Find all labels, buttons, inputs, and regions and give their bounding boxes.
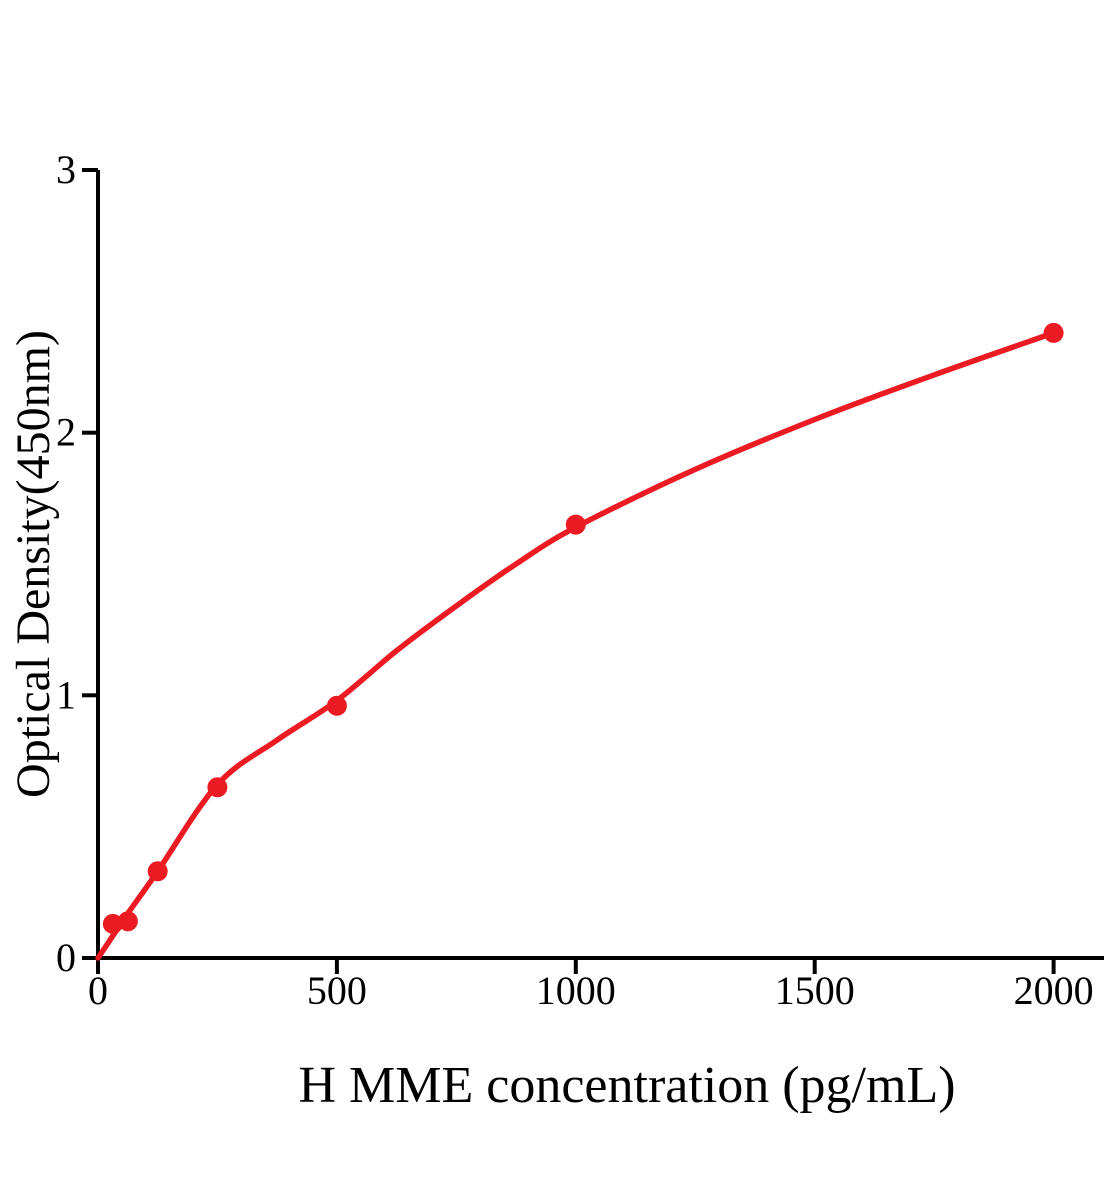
axis-lines (96, 170, 1104, 960)
x-tick-label: 0 (88, 968, 108, 1013)
data-point (102, 913, 123, 934)
x-tick-label: 2000 (1014, 968, 1094, 1013)
x-tick-label: 1000 (536, 968, 616, 1013)
y-tick-label: 3 (56, 147, 76, 192)
data-point (326, 695, 347, 716)
data-point (1043, 322, 1064, 343)
data-point (117, 911, 138, 932)
y-tick-label: 2 (56, 410, 76, 455)
y-tick-label: 1 (56, 672, 76, 717)
data-point (147, 861, 168, 882)
plot-area: 0 1 2 3 0 500 1000 1500 2000 (56, 147, 1104, 1013)
data-point (565, 514, 586, 535)
data-point (207, 777, 228, 798)
x-axis-title: H MME concentration (pg/mL) (298, 1057, 955, 1114)
fit-curve-line (95, 330, 1057, 961)
y-tick-label: 0 (56, 935, 76, 980)
y-axis-title: Optical Density(450nm) (7, 330, 60, 798)
x-tick-label: 500 (307, 968, 367, 1013)
x-tick-label: 1500 (775, 968, 855, 1013)
